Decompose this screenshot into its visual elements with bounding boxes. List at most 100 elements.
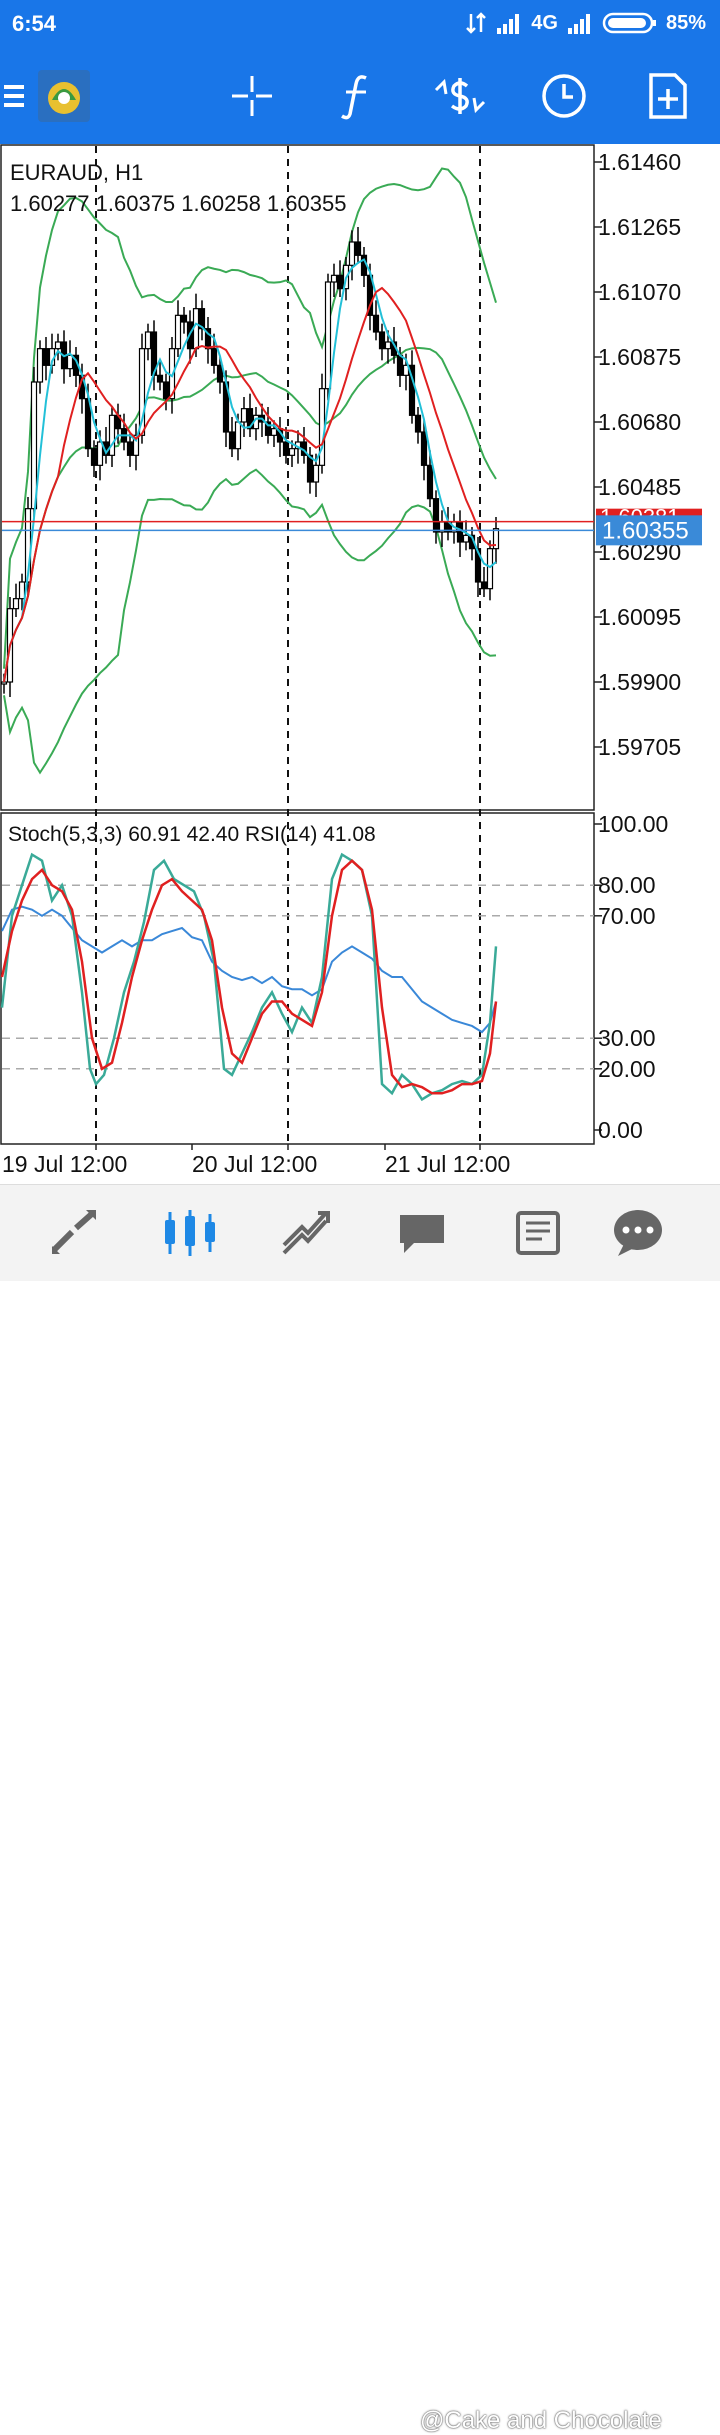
nav-chat[interactable] (608, 1205, 668, 1261)
candle-body (246, 408, 254, 430)
candle-body (312, 464, 320, 483)
nav-chart[interactable] (160, 1205, 220, 1261)
time-tick-label: 20 Jul 12:00 (192, 1151, 317, 1177)
candle-body (66, 354, 74, 370)
candle-body (144, 331, 152, 350)
nav-news[interactable] (508, 1205, 568, 1261)
indicator-axis: 100.00 80.00 70.00 30.00 20.00 0.00 (594, 811, 668, 1143)
candle-body (324, 281, 332, 390)
menu-icon (4, 85, 24, 107)
candle-body (162, 381, 170, 400)
candle-body (132, 434, 140, 456)
candle-body (192, 308, 200, 350)
price-tick-label: 1.60485 (598, 474, 681, 500)
ma-fast-line (3, 258, 497, 683)
candle-body (474, 548, 482, 583)
candle-body (42, 348, 50, 366)
signal-icon-2 (567, 14, 590, 34)
dollar-arrows-icon (434, 78, 486, 114)
menu-button[interactable] (0, 68, 30, 124)
bid-label-bg (596, 515, 702, 546)
candle-body (54, 341, 62, 350)
objects-button[interactable] (432, 68, 488, 124)
quotes-icon (51, 1210, 96, 1254)
candles-chart-icon (165, 1210, 215, 1256)
indicators-button[interactable] (328, 68, 384, 124)
price-tick-label: 1.59900 (598, 669, 681, 695)
price-tick-label: 1.60095 (598, 604, 681, 630)
candle-body (288, 448, 296, 456)
ma-slow-line (3, 286, 497, 683)
status-bar: 6:54 4G 85% (0, 0, 720, 48)
news-icon (516, 1211, 560, 1255)
price-tick-label: 1.59705 (598, 734, 681, 760)
candle-body (180, 314, 188, 323)
candle-body (456, 521, 464, 543)
chart-area[interactable]: 1.61460 1.61265 1.61070 1.60875 1.60680 1.604… (0, 144, 720, 1184)
clock-icon (542, 74, 586, 118)
price-tick-label: 1.60875 (598, 344, 681, 370)
candle-body (156, 374, 164, 383)
crosshair-button[interactable] (224, 68, 280, 124)
candle-body (336, 274, 344, 290)
status-icons: 4G 85% (465, 11, 706, 35)
indicator-tick-label: 0.00 (598, 1117, 643, 1143)
add-template-button[interactable] (640, 68, 696, 124)
candle-body (378, 331, 386, 350)
candle-body (216, 364, 224, 383)
price-tick-label: 1.60680 (598, 409, 681, 435)
candle-body (96, 441, 104, 466)
candle-body (426, 464, 434, 500)
chart-canvas[interactable]: 1.61460 1.61265 1.61070 1.60875 1.60680 1.604… (0, 144, 720, 1184)
candle-body (414, 414, 422, 433)
indicator-tick-label: 100.00 (598, 811, 668, 837)
candle-body (282, 441, 290, 456)
candle-body (240, 408, 248, 423)
time-tick-label: 21 Jul 12:00 (385, 1151, 510, 1177)
app-logo[interactable] (38, 70, 90, 122)
candle-body (372, 314, 380, 333)
toolbar (0, 48, 720, 144)
candle-body (384, 341, 392, 350)
battery-icon (602, 12, 656, 34)
price-tick-label: 1.61265 (598, 214, 681, 240)
history-icon (400, 1215, 444, 1253)
timeframe-button[interactable] (536, 68, 592, 124)
candle-body (0, 681, 8, 685)
price-axis: 1.61460 1.61265 1.61070 1.60875 1.60680 1.604… (594, 149, 681, 760)
candle-body (408, 364, 416, 416)
candle-body (354, 241, 362, 256)
candle-body (462, 534, 470, 543)
price-panel-frame (0, 144, 595, 811)
candle-body (210, 348, 218, 366)
nav-history[interactable] (392, 1205, 452, 1261)
time-axis: 19 Jul 12:00 20 Jul 12:00 21 Jul 12:00 (2, 1144, 510, 1177)
network-type: 4G (531, 11, 558, 34)
candle-body (486, 548, 494, 590)
watermark-text: @Cake and Chocolate (420, 2407, 662, 2434)
candle-body (480, 581, 488, 590)
nav-quotes[interactable] (44, 1205, 104, 1261)
nav-trade[interactable] (276, 1205, 336, 1261)
battery-percent: 85% (665, 11, 706, 34)
candle-body (12, 598, 20, 610)
bid-label: 1.60355 (602, 517, 689, 544)
price-lines: 1.603811.60355 (2, 505, 702, 546)
candle-body (270, 428, 278, 436)
candle-body (330, 274, 338, 283)
rsi-line (1, 905, 497, 1034)
candle-body (108, 414, 116, 456)
indicator-tick-label: 70.00 (598, 903, 656, 929)
candle-body (492, 528, 500, 550)
band-upper (3, 167, 497, 669)
candle-body (36, 348, 44, 383)
indicator-title: Stoch(5,3,3) 60.91 42.40 RSI(14) 41.08 (8, 823, 376, 846)
indicator-levels (2, 884, 594, 1070)
indicator-lines (0, 852, 498, 1102)
candle-body (348, 241, 356, 266)
metatrader-logo-icon (38, 70, 90, 122)
candle-body (18, 581, 26, 600)
candle-body (198, 308, 206, 330)
signal-icon (497, 14, 520, 34)
candle-body (264, 421, 272, 436)
